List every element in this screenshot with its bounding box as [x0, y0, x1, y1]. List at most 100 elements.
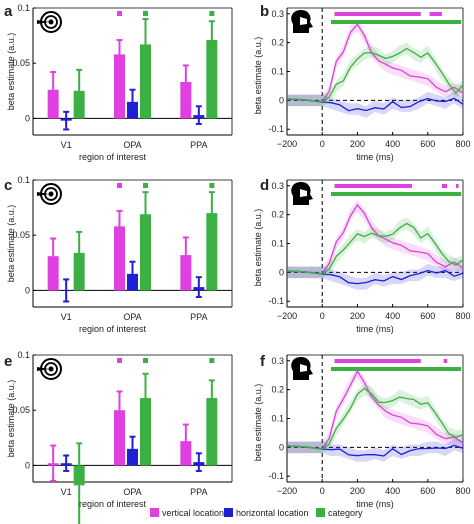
target-arrow	[37, 192, 49, 196]
significance-bar-category	[331, 192, 462, 196]
significance-marker-category	[209, 11, 215, 16]
y-axis-label: beta estimate (a.u.)	[253, 209, 263, 287]
error-band-category	[287, 383, 463, 454]
x-tick-label: 200	[350, 139, 365, 149]
x-axis-label: time (ms)	[356, 152, 394, 162]
line-panel-d: d −200 0 200 400 600 800 -0.1 0 0.1 0.2 0.3 time (ms…	[253, 177, 471, 334]
bar-vertical	[180, 81, 192, 119]
legend-label-category: category	[328, 508, 363, 518]
legend-swatch-horizontal	[224, 508, 233, 517]
x-tick-label: 400	[385, 311, 400, 321]
y-axis-label: beta estimate (a.u.)	[6, 380, 16, 458]
category-label: V1	[61, 140, 72, 150]
category-label: V1	[61, 487, 72, 497]
error-band-horizontal	[287, 263, 463, 290]
target-center	[48, 191, 54, 197]
x-tick-label: 400	[385, 486, 400, 496]
x-tick-label: 800	[455, 311, 470, 321]
bar-panel-a: a 0 0.05 0.1 V1 OPA PPA region of interest beta …	[4, 3, 233, 162]
y-tick-label: -0.1	[268, 124, 284, 134]
significance-bar-vertical	[334, 184, 412, 188]
x-tick-label: 0	[320, 139, 325, 149]
series-line-vertical	[286, 23, 464, 103]
x-tick-label: 200	[350, 311, 365, 321]
series-line-category	[286, 222, 464, 275]
panel-label: f	[260, 353, 266, 370]
line-panel-b: b −200 0 200 400 600 800 -0.1 0 0.1 0.2 0.3 time (ms…	[253, 3, 471, 162]
series-line-horizontal	[286, 444, 464, 457]
legend-swatch-category	[316, 508, 325, 517]
y-tick-label: 0	[25, 285, 30, 295]
x-tick-label: 600	[420, 486, 435, 496]
head-gaze	[300, 364, 307, 372]
legend-label-horizontal: horizontal location	[236, 508, 309, 518]
series-line-horizontal	[286, 97, 464, 112]
panel-label: d	[260, 177, 269, 194]
y-tick-label: 0.3	[271, 9, 284, 19]
bar-panel-c: c 0 0.05 0.1 V1 OPA PPA region of interest beta …	[4, 175, 233, 334]
significance-bar-vertical	[429, 12, 442, 16]
x-tick-label: 200	[350, 486, 365, 496]
head-icon	[291, 10, 313, 33]
y-axis-label: beta estimate (a.u.)	[253, 37, 263, 115]
target-icon	[37, 11, 62, 33]
x-tick-label: 800	[455, 486, 470, 496]
head-icon	[291, 357, 313, 380]
target-icon	[37, 183, 62, 205]
significance-bar-vertical	[334, 12, 421, 16]
head-icon	[291, 182, 313, 205]
line-panel-f: f −200 0 200 400 600 800 -0.1 0 0.1 0.2 0.3 time (ms…	[253, 353, 471, 509]
series-line-vertical	[286, 369, 464, 450]
x-axis-label: time (ms)	[356, 324, 394, 334]
x-axis-label: region of interest	[79, 499, 147, 509]
panel-label: b	[260, 3, 269, 20]
significance-bar-category	[331, 367, 462, 371]
head-gaze	[300, 189, 307, 197]
x-axis-label: region of interest	[79, 152, 147, 162]
bar-category	[140, 44, 151, 119]
bar-vertical	[114, 54, 125, 119]
y-tick-label: 0	[279, 267, 284, 277]
y-tick-label: 0.3	[271, 356, 284, 366]
y-tick-label: 0.05	[12, 405, 30, 415]
significance-marker-category	[143, 183, 148, 188]
y-tick-label: 0.1	[271, 239, 284, 249]
bar-category	[206, 213, 218, 291]
panel-label: c	[4, 177, 12, 194]
y-axis-label: beta estimate (a.u.)	[6, 33, 16, 111]
bar-panel-e: e 0 0.05 0.1 V1 OPA PPA region of interest beta …	[4, 350, 233, 524]
y-tick-label: 0	[279, 442, 284, 452]
bar-vertical	[114, 226, 125, 291]
y-axis-label: beta estimate (a.u.)	[253, 384, 263, 462]
significance-bar-vertical	[441, 184, 448, 188]
series-line-horizontal	[286, 269, 464, 285]
category-label: OPA	[123, 487, 141, 497]
bar-category	[206, 40, 218, 119]
category-label: PPA	[190, 487, 207, 497]
y-tick-label: 0.05	[12, 58, 30, 68]
significance-marker-category	[143, 11, 148, 16]
y-tick-label: 0	[25, 113, 30, 123]
significance-marker-category	[209, 358, 215, 363]
head-gaze	[300, 17, 307, 25]
bar-category	[206, 398, 218, 466]
significance-marker-category	[209, 183, 215, 188]
significance-marker-vertical	[117, 11, 122, 16]
target-icon	[37, 358, 62, 380]
x-tick-label: 800	[455, 139, 470, 149]
x-axis-label: time (ms)	[356, 499, 394, 509]
significance-bar-vertical	[443, 359, 448, 363]
x-tick-label: 0	[320, 486, 325, 496]
y-tick-label: 0.1	[271, 67, 284, 77]
legend-swatch-vertical	[150, 508, 159, 517]
x-tick-label: −200	[277, 311, 297, 321]
y-tick-label: 0.1	[17, 3, 30, 13]
x-tick-label: 600	[420, 139, 435, 149]
error-band-horizontal	[287, 438, 463, 462]
series-line-category	[286, 47, 464, 103]
y-tick-label: -0.1	[268, 471, 284, 481]
legend: vertical location horizontal location cate…	[150, 508, 363, 518]
significance-bar-vertical	[334, 359, 421, 363]
error-band-category	[287, 42, 463, 107]
